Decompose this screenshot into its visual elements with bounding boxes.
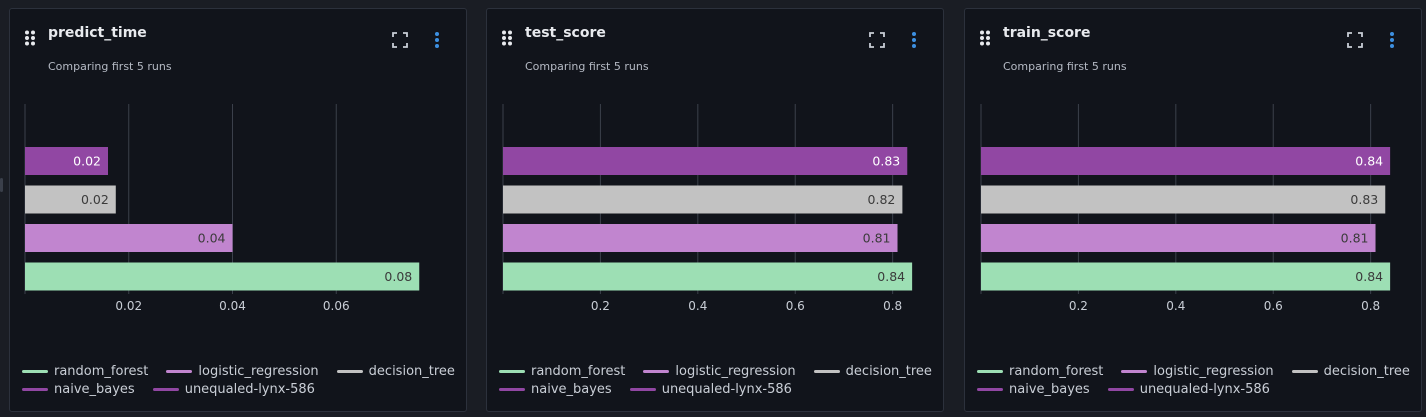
bar-chart: 0.2 0.4 0.6 0.8 0.83 0.82 0.81 0.84 bbox=[502, 104, 913, 313]
bar-value-label: 0.02 bbox=[81, 192, 109, 207]
legend-item-naive-bayes[interactable]: naive_bayes bbox=[977, 382, 1090, 397]
drag-handle-icon[interactable] bbox=[979, 30, 991, 50]
fullscreen-icon[interactable] bbox=[392, 32, 408, 52]
x-tick-label: 0.8 bbox=[883, 299, 902, 313]
bar-value-label: 0.84 bbox=[1355, 269, 1383, 284]
chart-title: train_score bbox=[1003, 25, 1091, 41]
chart-subtitle: Comparing first 5 runs bbox=[1003, 60, 1127, 73]
drag-handle-icon[interactable] bbox=[501, 30, 513, 50]
fullscreen-icon[interactable] bbox=[869, 32, 885, 52]
bar-logistic-regression[interactable] bbox=[503, 224, 898, 252]
bar-naive-bayes[interactable] bbox=[981, 147, 1391, 175]
bar-naive-bayes[interactable] bbox=[503, 147, 908, 175]
legend-item-naive-bayes[interactable]: naive_bayes bbox=[499, 382, 612, 397]
legend-item-logistic-regression[interactable]: logistic_regression bbox=[1121, 364, 1274, 379]
bar-value-label: 0.81 bbox=[1341, 231, 1369, 246]
bar-value-label: 0.84 bbox=[877, 269, 905, 284]
bar-decision-tree[interactable] bbox=[981, 185, 1386, 214]
legend: random_forest logistic_regression decisi… bbox=[977, 362, 1417, 398]
x-tick-label: 0.04 bbox=[219, 299, 246, 313]
chart-subtitle: Comparing first 5 runs bbox=[525, 60, 649, 73]
legend-item-logistic-regression[interactable]: logistic_regression bbox=[166, 364, 319, 379]
legend-item-unequaled-lynx-586[interactable]: unequaled-lynx-586 bbox=[1107, 382, 1270, 397]
legend-item-random-forest[interactable]: random_forest bbox=[977, 364, 1103, 379]
bar-value-label: 0.82 bbox=[868, 192, 896, 207]
chart-subtitle: Comparing first 5 runs bbox=[48, 60, 172, 73]
bar-random-forest[interactable] bbox=[25, 262, 420, 291]
bar-decision-tree[interactable] bbox=[25, 185, 116, 214]
resize-handle[interactable] bbox=[0, 178, 3, 192]
bar-chart: 0.02 0.04 0.06 0.02 0.02 0.04 0.08 bbox=[24, 104, 420, 313]
legend-item-unequaled-lynx-586[interactable]: unequaled-lynx-586 bbox=[629, 382, 792, 397]
more-options-icon[interactable] bbox=[434, 31, 440, 53]
bar-random-forest[interactable] bbox=[981, 262, 1391, 291]
x-tick-label: 0.6 bbox=[1264, 299, 1283, 313]
more-options-icon[interactable] bbox=[1389, 31, 1395, 53]
bar-value-label: 0.81 bbox=[863, 231, 891, 246]
x-tick-label: 0.4 bbox=[688, 299, 707, 313]
bar-random-forest[interactable] bbox=[503, 262, 913, 291]
legend-item-random-forest[interactable]: random_forest bbox=[22, 364, 148, 379]
chart-card-train-score: train_score Comparing first 5 runs 0.2 0.… bbox=[964, 8, 1422, 412]
bar-value-label: 0.84 bbox=[1355, 154, 1383, 169]
bar-value-label: 0.08 bbox=[384, 269, 412, 284]
legend-item-naive-bayes[interactable]: naive_bayes bbox=[22, 382, 135, 397]
bar-naive-bayes[interactable] bbox=[25, 147, 108, 175]
x-tick-label: 0.6 bbox=[786, 299, 805, 313]
more-options-icon[interactable] bbox=[911, 31, 917, 53]
x-tick-label: 0.4 bbox=[1166, 299, 1185, 313]
x-tick-label: 0.8 bbox=[1361, 299, 1380, 313]
chart-card-test-score: test_score Comparing first 5 runs 0.2 0.4… bbox=[486, 8, 944, 412]
bar-value-label: 0.02 bbox=[73, 154, 101, 169]
legend-item-random-forest[interactable]: random_forest bbox=[499, 364, 625, 379]
legend-item-decision-tree[interactable]: decision_tree bbox=[336, 364, 455, 379]
x-tick-label: 0.2 bbox=[591, 299, 610, 313]
bar-logistic-regression[interactable] bbox=[25, 224, 233, 252]
legend-item-logistic-regression[interactable]: logistic_regression bbox=[643, 364, 796, 379]
legend: random_forest logistic_regression decisi… bbox=[499, 362, 939, 398]
bar-value-label: 0.83 bbox=[872, 154, 900, 169]
legend-item-decision-tree[interactable]: decision_tree bbox=[813, 364, 932, 379]
fullscreen-icon[interactable] bbox=[1347, 32, 1363, 52]
bar-value-label: 0.04 bbox=[198, 231, 226, 246]
bar-decision-tree[interactable] bbox=[503, 185, 903, 214]
legend-item-decision-tree[interactable]: decision_tree bbox=[1291, 364, 1410, 379]
chart-title: test_score bbox=[525, 25, 606, 41]
legend-item-unequaled-lynx-586[interactable]: unequaled-lynx-586 bbox=[152, 382, 315, 397]
bar-logistic-regression[interactable] bbox=[981, 224, 1376, 252]
chart-card-predict-time: predict_time Comparing first 5 runs 0.02… bbox=[9, 8, 467, 412]
x-tick-label: 0.2 bbox=[1069, 299, 1088, 313]
x-tick-label: 0.06 bbox=[323, 299, 350, 313]
bar-value-label: 0.83 bbox=[1350, 192, 1378, 207]
x-tick-label: 0.02 bbox=[115, 299, 142, 313]
drag-handle-icon[interactable] bbox=[24, 30, 36, 50]
chart-title: predict_time bbox=[48, 25, 147, 41]
bar-chart: 0.2 0.4 0.6 0.8 0.84 0.83 0.81 0.84 bbox=[980, 104, 1391, 313]
legend: random_forest logistic_regression decisi… bbox=[22, 362, 462, 398]
